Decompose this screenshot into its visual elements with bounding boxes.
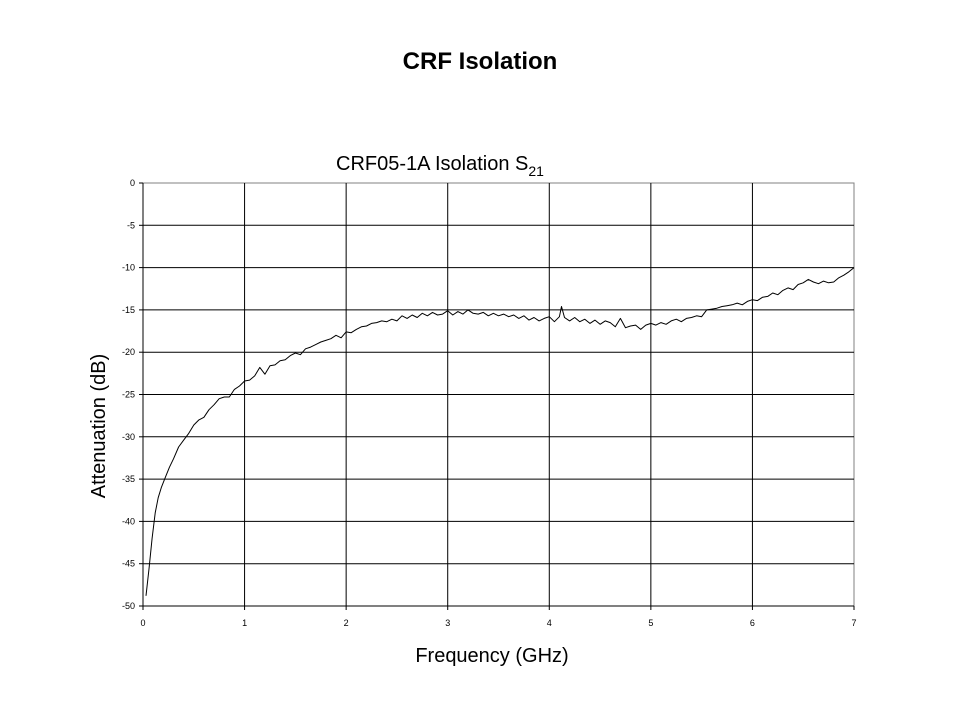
y-tick-label: 0 <box>130 178 135 188</box>
x-tick-label: 4 <box>547 618 552 628</box>
x-tick-label: 2 <box>344 618 349 628</box>
y-tick-label: -30 <box>122 432 135 442</box>
chart-title-subscript: 21 <box>528 163 544 179</box>
y-tick-label: -5 <box>127 220 135 230</box>
x-tick-label: 7 <box>851 618 856 628</box>
chart-title-main: CRF05-1A Isolation S <box>336 153 528 175</box>
y-tick-label: -25 <box>122 390 135 400</box>
x-axis-label: Frequency (GHz) <box>415 645 568 667</box>
y-tick-label: -20 <box>122 347 135 357</box>
y-tick-label: -10 <box>122 263 135 273</box>
x-tick-label: 1 <box>242 618 247 628</box>
slide-title: CRF Isolation <box>402 48 558 75</box>
x-tick-label: 0 <box>140 618 145 628</box>
x-tick-label: 3 <box>445 618 450 628</box>
x-tick-label: 5 <box>648 618 653 628</box>
y-axis-label: Attenuation (dB) <box>88 354 110 499</box>
x-tick-label: 6 <box>750 618 755 628</box>
y-tick-label: -45 <box>122 559 135 569</box>
y-tick-label: -35 <box>122 474 135 484</box>
y-tick-label: -40 <box>122 516 135 526</box>
series-line <box>145 267 855 596</box>
y-tick-label: -15 <box>122 305 135 315</box>
y-tick-label: -50 <box>122 601 135 611</box>
chart-title: CRF05-1A Isolation S21 <box>336 153 544 179</box>
